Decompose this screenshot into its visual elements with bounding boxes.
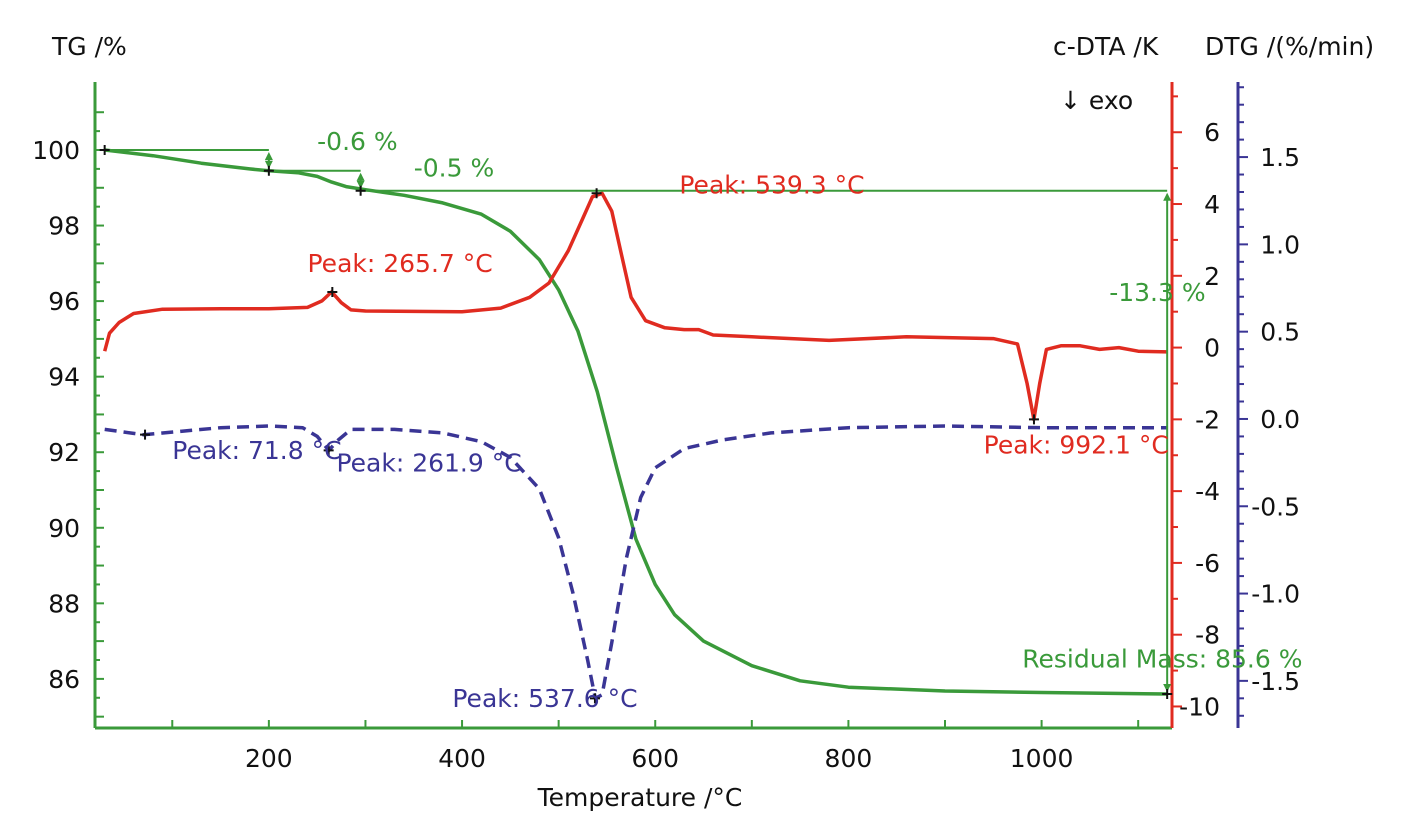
annotation-label: Peak: 537.6 °C [452, 684, 637, 713]
dta-tick-label: 6 [1204, 118, 1220, 147]
dta-tick-label: -2 [1195, 405, 1220, 434]
dta-tick-label: -4 [1195, 477, 1220, 506]
annotation-label: -13.3 % [1109, 278, 1205, 307]
dta-tick-label: -8 [1195, 621, 1220, 650]
annotation-label: Peak: 265.7 °C [308, 249, 493, 278]
annotation-label: -0.6 % [317, 127, 397, 156]
dtg-tick-label: 1.5 [1260, 143, 1300, 172]
dtg-tick-label: 0.0 [1260, 405, 1300, 434]
tg-tick-label: 96 [48, 287, 80, 316]
step-arrow-head [264, 160, 273, 169]
dtg-tick-label: 1.0 [1260, 230, 1300, 259]
x-tick-label: 200 [245, 744, 293, 773]
dtg-tick-label: -0.5 [1251, 492, 1300, 521]
step-arrow-head [264, 152, 273, 160]
tg-tick-label: 92 [48, 438, 80, 467]
dta-tick-label: -10 [1179, 692, 1220, 721]
tg-tick-label: 100 [32, 136, 80, 165]
step-point-marker [355, 185, 366, 196]
tg-tick-label: 86 [48, 665, 80, 694]
tg-tick-label: 90 [48, 514, 80, 543]
annotation-label: Peak: 261.9 °C [336, 448, 521, 477]
peak-marker [327, 286, 338, 297]
dta-tick-label: -6 [1195, 549, 1220, 578]
annotation-label: Peak: 71.8 °C [172, 436, 341, 465]
dtg-tick-label: -1.0 [1251, 580, 1300, 609]
dtg-curve [104, 424, 1168, 701]
dtg-tick-label: 0.5 [1260, 318, 1300, 347]
annotation-label: -0.5 % [414, 153, 494, 182]
annotations: -0.6 % -0.5 % -13.3 % Residual Mass: 85.6 %… [172, 127, 1302, 713]
step-arrow-head [1163, 192, 1172, 201]
tg-tick-label: 88 [48, 589, 80, 618]
step-point-marker [1162, 689, 1173, 699]
tg-tick-label: 94 [48, 363, 80, 392]
dta-tick-label: 2 [1204, 262, 1220, 291]
x-tick-label: 800 [825, 744, 873, 773]
dta-tick-label: 0 [1204, 334, 1220, 363]
peak-marker [591, 188, 602, 199]
annotation-label: Residual Mass: 85.6 % [1022, 645, 1302, 674]
peak-marker [1028, 414, 1039, 425]
step-arrow-head [356, 180, 365, 189]
x-tick-label: 600 [631, 744, 679, 773]
x-axis-title: Temperature /°C [537, 783, 743, 812]
x-tick-label: 400 [438, 744, 486, 773]
exo-direction-note: ↓ exo [1060, 86, 1133, 115]
step-arrow-head [356, 172, 365, 181]
step-markers [99, 145, 1173, 699]
tg-axis-title: TG /% [51, 32, 127, 61]
step-arrow-head [1163, 684, 1172, 692]
peak-marker [140, 429, 151, 440]
tg-tick-label: 98 [48, 212, 80, 241]
peak-markers [140, 188, 1039, 704]
dtg-tick-label: -1.5 [1251, 667, 1300, 696]
data-series [103, 148, 1168, 701]
axis-ticks: 200 400 600 800 1000100989694929088866420-2-… [32, 86, 1300, 773]
peak-marker [589, 693, 600, 704]
step-point-marker [99, 145, 110, 155]
annotation-label: Peak: 992.1 °C [984, 430, 1169, 459]
dtg-axis-title: DTG /(%/min) [1205, 32, 1374, 61]
dta-axis-title: c-DTA /K [1053, 32, 1159, 61]
step-point-marker [263, 165, 274, 176]
annotation-label: Peak: 539.3 °C [679, 170, 864, 199]
peak-marker [323, 445, 334, 456]
dta-curve [103, 191, 1168, 422]
x-tick-label: 1000 [1010, 744, 1074, 773]
dta-tick-label: 4 [1204, 190, 1220, 219]
tg-curve [104, 148, 1168, 696]
